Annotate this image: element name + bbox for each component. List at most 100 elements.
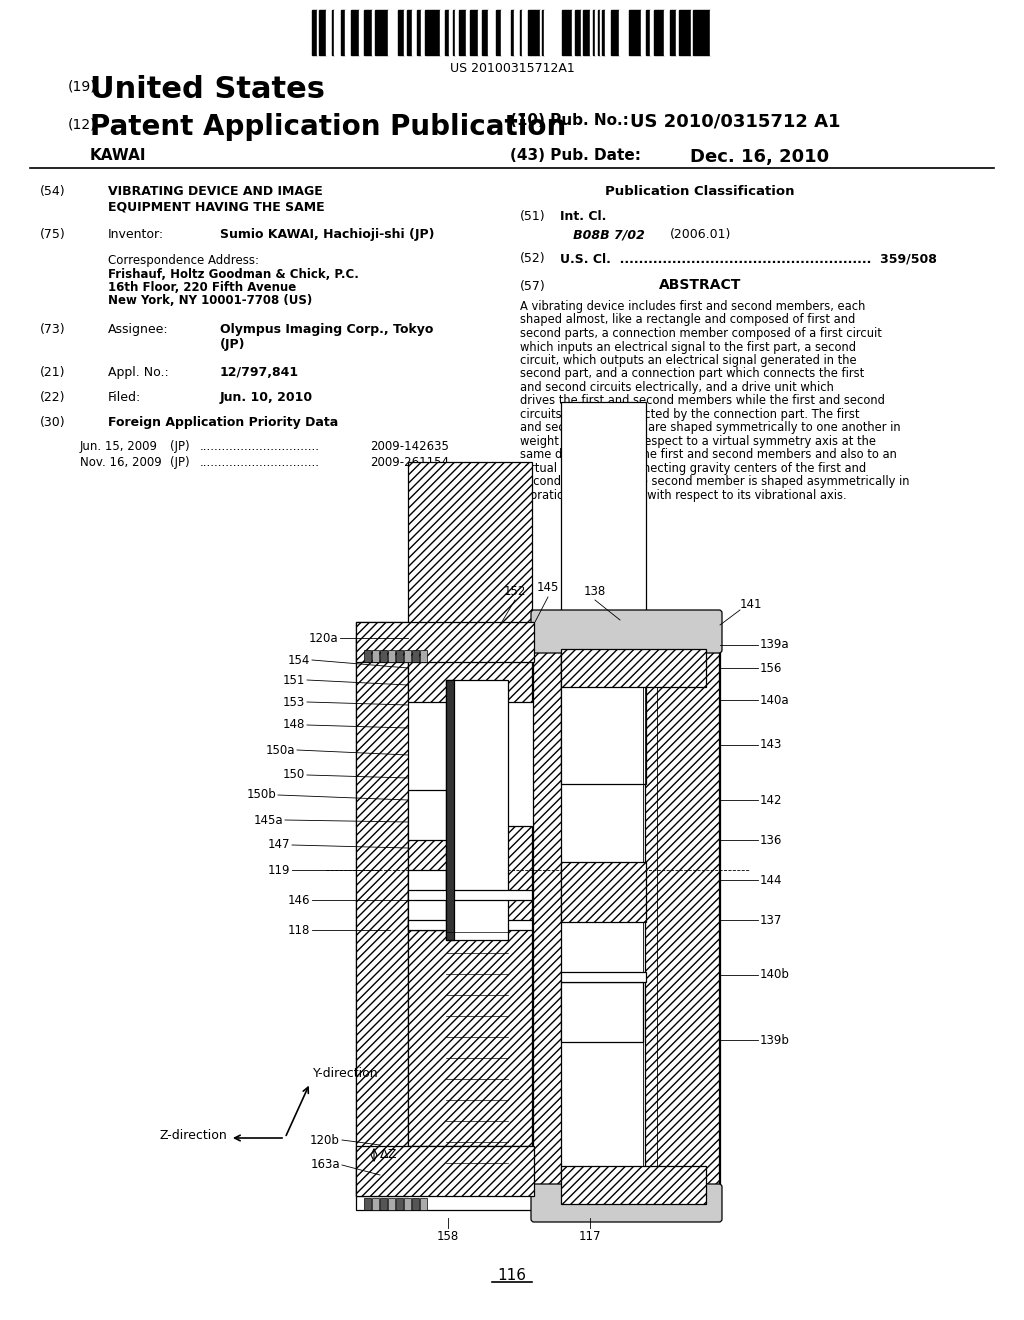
Bar <box>534 612 720 1218</box>
Bar <box>560 11 562 55</box>
Bar <box>423 11 425 55</box>
Bar <box>446 680 454 940</box>
Text: Assignee:: Assignee: <box>108 323 169 337</box>
Bar <box>670 11 672 55</box>
Bar <box>332 11 334 55</box>
Text: 120a: 120a <box>308 631 338 644</box>
Bar <box>394 11 398 55</box>
Bar <box>330 11 332 55</box>
Bar <box>499 11 501 55</box>
Text: B08B 7/02: B08B 7/02 <box>560 228 645 242</box>
Text: 153: 153 <box>283 696 305 709</box>
Bar <box>520 11 522 55</box>
Bar <box>701 11 705 55</box>
Text: (22): (22) <box>40 391 66 404</box>
Bar <box>561 862 646 921</box>
Bar <box>402 11 404 55</box>
Bar <box>404 1199 411 1210</box>
Text: United States: United States <box>90 75 325 104</box>
Text: (75): (75) <box>40 228 66 242</box>
Text: 117: 117 <box>579 1230 601 1243</box>
Text: vibrational amplitude with respect to its vibrational axis.: vibrational amplitude with respect to it… <box>520 488 847 502</box>
Bar <box>575 11 577 55</box>
Bar <box>396 1199 403 1210</box>
Bar <box>359 11 361 55</box>
Bar <box>586 11 590 55</box>
Text: Correspondence Address:: Correspondence Address: <box>108 253 259 267</box>
Bar <box>534 626 561 1204</box>
Text: Nov. 16, 2009: Nov. 16, 2009 <box>80 455 162 469</box>
Bar <box>364 649 371 663</box>
Text: circuit, which outputs an electrical signal generated in the: circuit, which outputs an electrical sig… <box>520 354 857 367</box>
Text: 150: 150 <box>283 768 305 781</box>
Bar <box>446 680 508 940</box>
Bar <box>449 11 453 55</box>
Bar <box>356 636 408 1196</box>
Bar <box>372 1199 379 1210</box>
Text: 118: 118 <box>288 924 310 936</box>
Text: (21): (21) <box>40 366 66 379</box>
Bar <box>356 1146 534 1196</box>
Bar <box>361 11 364 55</box>
Bar <box>440 11 443 55</box>
Bar <box>445 11 447 55</box>
Text: (57): (57) <box>520 280 546 293</box>
Bar <box>396 649 403 663</box>
Bar <box>621 11 623 55</box>
Bar <box>341 11 343 55</box>
Text: 139a: 139a <box>760 639 790 652</box>
Bar <box>381 11 385 55</box>
Bar <box>482 11 486 55</box>
Bar <box>356 622 534 663</box>
Text: Appl. No.:: Appl. No.: <box>108 366 169 379</box>
Bar <box>366 11 368 55</box>
Bar <box>514 11 516 55</box>
Bar <box>425 11 428 55</box>
Bar <box>561 649 706 686</box>
Text: US 20100315712A1: US 20100315712A1 <box>450 62 574 75</box>
Bar <box>568 11 572 55</box>
Bar <box>459 11 463 55</box>
Bar <box>407 11 409 55</box>
Bar <box>404 11 407 55</box>
Text: 143: 143 <box>760 738 782 751</box>
Bar <box>474 11 478 55</box>
Text: $\Delta$Z: $\Delta$Z <box>379 1148 397 1162</box>
Bar <box>710 11 714 55</box>
Bar <box>324 11 326 55</box>
Bar <box>390 11 392 55</box>
Bar <box>420 649 427 663</box>
Bar <box>511 11 514 55</box>
Text: 156: 156 <box>760 661 782 675</box>
Bar <box>364 11 366 55</box>
Text: Z-direction: Z-direction <box>160 1129 227 1142</box>
Bar <box>432 11 434 55</box>
Text: ................................: ................................ <box>200 440 319 453</box>
Bar <box>480 11 482 55</box>
Text: (30): (30) <box>40 416 66 429</box>
Text: 116: 116 <box>498 1269 526 1283</box>
Bar <box>581 11 583 55</box>
Text: 12/797,841: 12/797,841 <box>220 366 299 379</box>
Text: KAWAI: KAWAI <box>90 148 146 162</box>
Bar <box>522 11 528 55</box>
Text: shaped almost, like a rectangle and composed of first and: shaped almost, like a rectangle and comp… <box>520 314 855 326</box>
Bar <box>408 462 532 702</box>
Bar <box>408 890 532 900</box>
Text: VIBRATING DEVICE AND IMAGE: VIBRATING DEVICE AND IMAGE <box>108 185 323 198</box>
Bar <box>705 11 707 55</box>
Bar <box>409 11 412 55</box>
Bar <box>646 11 650 55</box>
Text: (12): (12) <box>68 117 96 132</box>
Bar <box>676 11 679 55</box>
Bar <box>600 11 602 55</box>
Bar <box>339 11 341 55</box>
Text: 141: 141 <box>740 598 763 611</box>
Text: (19): (19) <box>68 81 96 94</box>
Text: (51): (51) <box>520 210 546 223</box>
Bar <box>688 11 691 55</box>
Text: 139b: 139b <box>760 1034 790 1047</box>
Bar <box>492 11 496 55</box>
Text: circuits remain connected by the connection part. The first: circuits remain connected by the connect… <box>520 408 859 421</box>
Bar <box>561 972 646 982</box>
